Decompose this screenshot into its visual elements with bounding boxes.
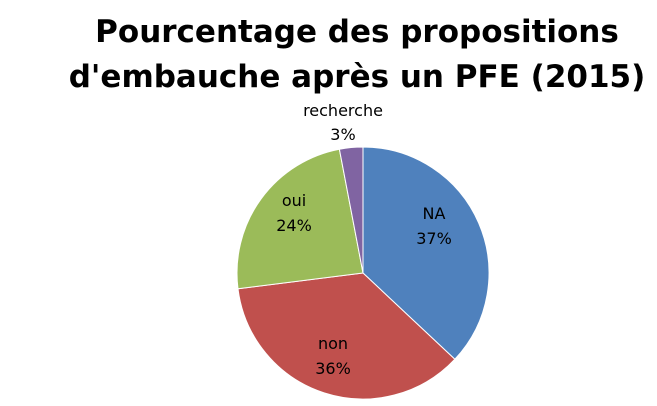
slice-label-oui: oui [282, 191, 306, 210]
slice-label-NA: NA [423, 204, 446, 223]
pie-slices [236, 146, 490, 400]
chart-title-line-2: d'embauche après un PFE (2015) [69, 59, 646, 95]
pie-slice-recherche [338, 146, 364, 274]
pie-slice-NA [362, 146, 490, 360]
slice-value-recherche: 3% [330, 125, 355, 144]
slice-value-NA: 37% [416, 229, 452, 248]
pie-slice-non [237, 272, 456, 400]
slice-label-recherche: recherche [303, 101, 383, 120]
pie-slice-oui [236, 148, 364, 290]
chart-title-line-1: Pourcentage des propositions [95, 14, 619, 50]
slice-value-oui: 24% [276, 216, 312, 235]
slice-value-non: 36% [315, 359, 351, 378]
slice-label-non: non [318, 334, 348, 353]
slice-labels: NA 37% non 36% oui 24% recherche 3% [276, 101, 452, 378]
